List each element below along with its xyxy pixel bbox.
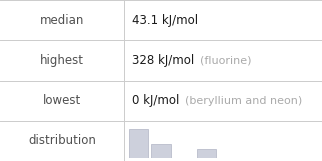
Bar bbox=[129, 129, 148, 158]
Text: distribution: distribution bbox=[28, 134, 96, 147]
Bar bbox=[196, 149, 216, 158]
Text: (fluorine): (fluorine) bbox=[200, 55, 252, 65]
Text: lowest: lowest bbox=[43, 94, 81, 107]
Text: highest: highest bbox=[40, 54, 84, 67]
Text: median: median bbox=[40, 14, 84, 27]
Text: 328 kJ/mol: 328 kJ/mol bbox=[132, 54, 194, 67]
Text: 0 kJ/mol: 0 kJ/mol bbox=[132, 94, 179, 107]
Text: 43.1 kJ/mol: 43.1 kJ/mol bbox=[132, 14, 198, 27]
Text: (beryllium and neon): (beryllium and neon) bbox=[185, 96, 303, 106]
Bar bbox=[151, 144, 171, 158]
